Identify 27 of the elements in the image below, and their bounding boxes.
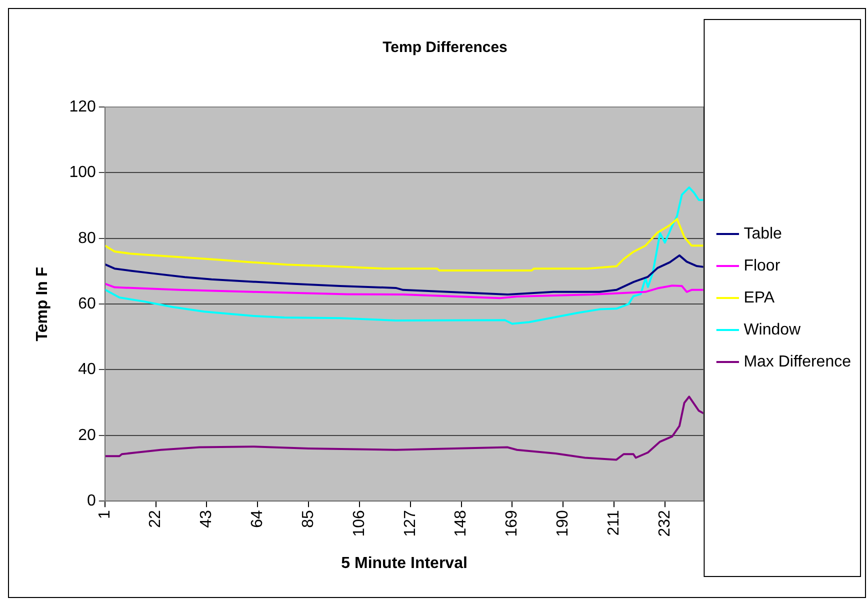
x-tick-label: 1 bbox=[96, 510, 114, 520]
y-tick-label: 0 bbox=[86, 492, 96, 510]
y-tick-label: 80 bbox=[78, 230, 96, 247]
x-tick-label: 127 bbox=[402, 510, 419, 537]
x-tick-label: 232 bbox=[656, 510, 674, 537]
x-tick-label: 211 bbox=[605, 510, 622, 536]
x-tick-label: 85 bbox=[300, 510, 317, 528]
chart-title: Temp Differences bbox=[382, 39, 508, 56]
legend-label: Window bbox=[744, 321, 802, 338]
legend-label: Table bbox=[744, 225, 782, 242]
x-tick-label: 148 bbox=[452, 510, 470, 537]
x-tick-label: 106 bbox=[350, 510, 368, 537]
y-tick-label: 20 bbox=[78, 426, 96, 444]
legend-label: EPA bbox=[744, 289, 775, 306]
y-tick-label: 120 bbox=[69, 98, 96, 116]
legend-label: Max Difference bbox=[744, 353, 852, 370]
x-axis-title: 5 Minute Interval bbox=[341, 554, 468, 572]
x-tick-label: 169 bbox=[504, 510, 521, 537]
y-tick-label: 100 bbox=[69, 164, 96, 182]
x-tick-label: 64 bbox=[249, 510, 266, 528]
x-tick-label: 43 bbox=[198, 510, 216, 528]
y-tick-label: 40 bbox=[78, 361, 96, 378]
legend-label: Floor bbox=[744, 257, 781, 274]
y-axis-title: Temp In F bbox=[34, 266, 52, 342]
x-tick-label: 190 bbox=[554, 510, 572, 537]
x-tick-label: 22 bbox=[147, 510, 164, 528]
y-tick-label: 60 bbox=[78, 295, 96, 312]
